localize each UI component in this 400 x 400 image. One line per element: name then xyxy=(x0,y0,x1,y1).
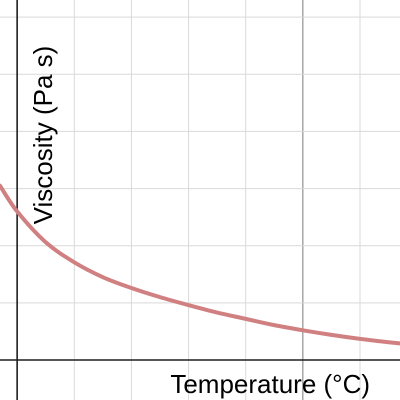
series-line-0 xyxy=(0,183,400,346)
series-layer xyxy=(0,183,400,346)
y-axis-label: Viscosity (Pa s) xyxy=(28,46,58,225)
x-axis-label: Temperature (°C) xyxy=(170,369,370,399)
